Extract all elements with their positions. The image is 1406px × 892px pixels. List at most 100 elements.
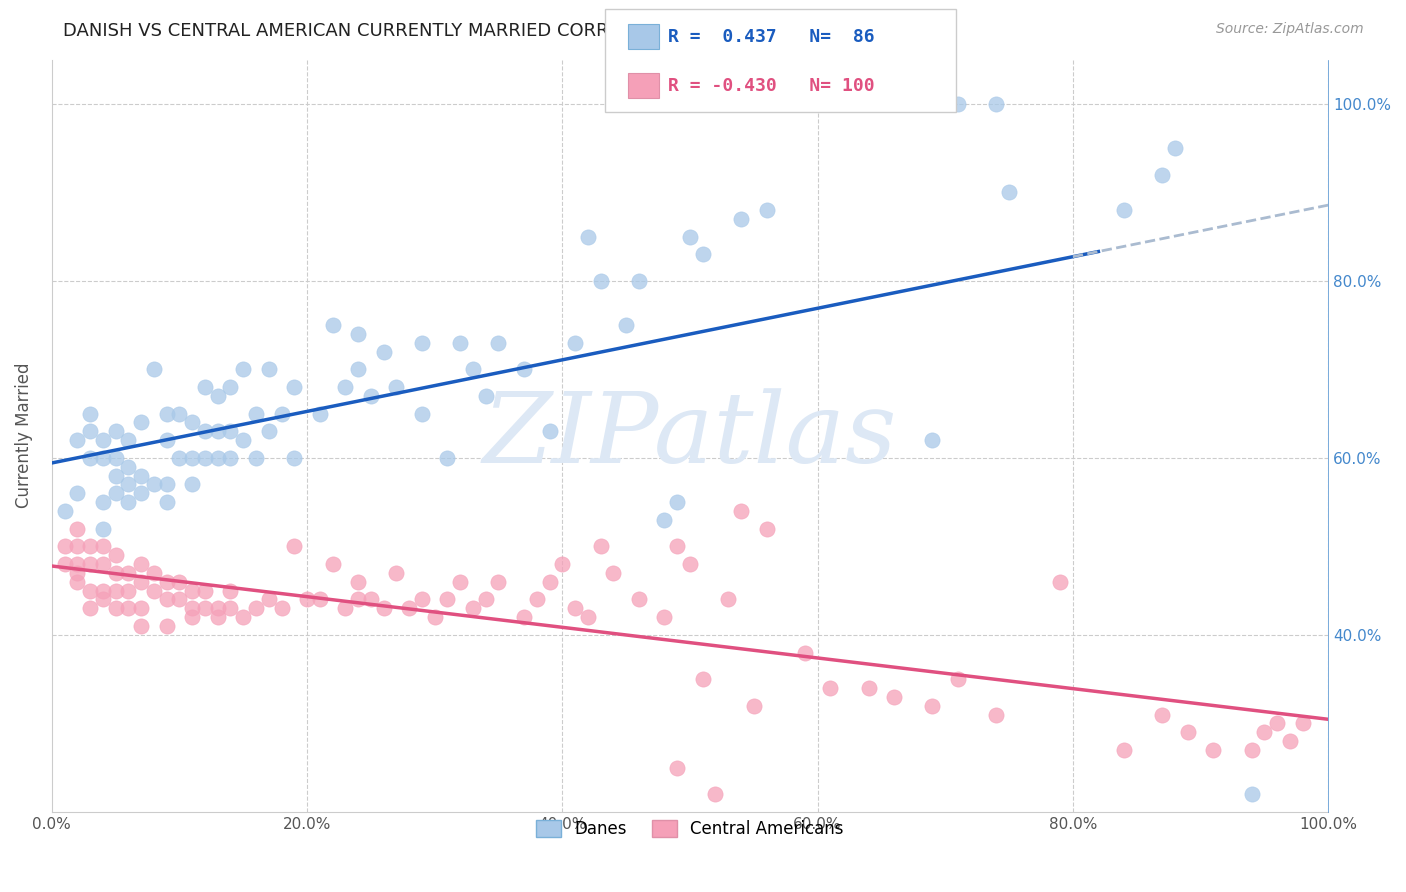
Point <box>717 592 740 607</box>
Point <box>411 592 433 607</box>
Point <box>219 450 242 465</box>
Point <box>207 450 229 465</box>
Point <box>373 601 395 615</box>
Point <box>142 362 165 376</box>
Point <box>1240 743 1263 757</box>
Text: ZIPatlas: ZIPatlas <box>482 388 897 483</box>
Text: Source: ZipAtlas.com: Source: ZipAtlas.com <box>1216 22 1364 37</box>
Point <box>257 592 280 607</box>
Point <box>946 96 969 111</box>
Point <box>245 450 267 465</box>
Point <box>322 318 344 332</box>
Point <box>194 450 217 465</box>
Point <box>1278 734 1301 748</box>
Point <box>91 450 114 465</box>
Point <box>104 486 127 500</box>
Point <box>104 425 127 439</box>
Point <box>117 583 139 598</box>
Point <box>1177 725 1199 739</box>
Point <box>129 574 152 589</box>
Point <box>156 407 179 421</box>
Point <box>461 362 484 376</box>
Point <box>666 761 689 775</box>
Point <box>1202 743 1225 757</box>
Point <box>117 601 139 615</box>
Point <box>474 389 496 403</box>
Point <box>283 540 305 554</box>
Point <box>576 610 599 624</box>
Point <box>207 601 229 615</box>
Point <box>194 601 217 615</box>
Point <box>104 450 127 465</box>
Point <box>858 681 880 695</box>
Point <box>666 495 689 509</box>
Point <box>91 540 114 554</box>
Point <box>666 540 689 554</box>
Point <box>526 592 548 607</box>
Point <box>79 557 101 571</box>
Point <box>1164 141 1187 155</box>
Point <box>194 583 217 598</box>
Point <box>169 574 191 589</box>
Point <box>998 186 1021 200</box>
Point <box>921 698 943 713</box>
Point <box>270 407 292 421</box>
Point <box>232 610 254 624</box>
Point <box>66 557 89 571</box>
Point <box>538 425 561 439</box>
Point <box>474 592 496 607</box>
Point <box>602 566 624 580</box>
Point <box>232 362 254 376</box>
Point <box>142 566 165 580</box>
Point <box>347 326 370 341</box>
Text: DANISH VS CENTRAL AMERICAN CURRENTLY MARRIED CORRELATION CHART: DANISH VS CENTRAL AMERICAN CURRENTLY MAR… <box>63 22 752 40</box>
Point <box>91 495 114 509</box>
Point <box>347 592 370 607</box>
Point <box>129 468 152 483</box>
Point <box>129 486 152 500</box>
Point <box>1240 787 1263 801</box>
Point <box>66 522 89 536</box>
Point <box>449 574 471 589</box>
Point <box>360 592 382 607</box>
Point <box>66 574 89 589</box>
Point <box>181 601 204 615</box>
Point <box>385 380 408 394</box>
Point <box>1049 574 1071 589</box>
Point <box>219 380 242 394</box>
Point <box>423 610 446 624</box>
Point <box>156 477 179 491</box>
Point <box>66 433 89 447</box>
Point <box>654 513 676 527</box>
Point <box>488 574 510 589</box>
Point <box>181 416 204 430</box>
Point <box>219 583 242 598</box>
Point <box>156 495 179 509</box>
Point <box>614 318 637 332</box>
Point <box>207 610 229 624</box>
Point <box>79 450 101 465</box>
Point <box>488 335 510 350</box>
Point <box>91 583 114 598</box>
Point <box>257 362 280 376</box>
Point <box>181 610 204 624</box>
Point <box>117 566 139 580</box>
Point <box>219 601 242 615</box>
Point <box>53 557 76 571</box>
Point <box>53 504 76 518</box>
Point <box>117 433 139 447</box>
Point <box>1253 725 1275 739</box>
Point <box>129 601 152 615</box>
Point <box>181 477 204 491</box>
Point <box>169 450 191 465</box>
Point <box>654 610 676 624</box>
Point <box>156 433 179 447</box>
Point <box>1152 707 1174 722</box>
Point <box>117 477 139 491</box>
Point <box>411 335 433 350</box>
Point <box>921 433 943 447</box>
Point <box>538 574 561 589</box>
Point <box>283 380 305 394</box>
Point <box>79 601 101 615</box>
Point <box>679 229 702 244</box>
